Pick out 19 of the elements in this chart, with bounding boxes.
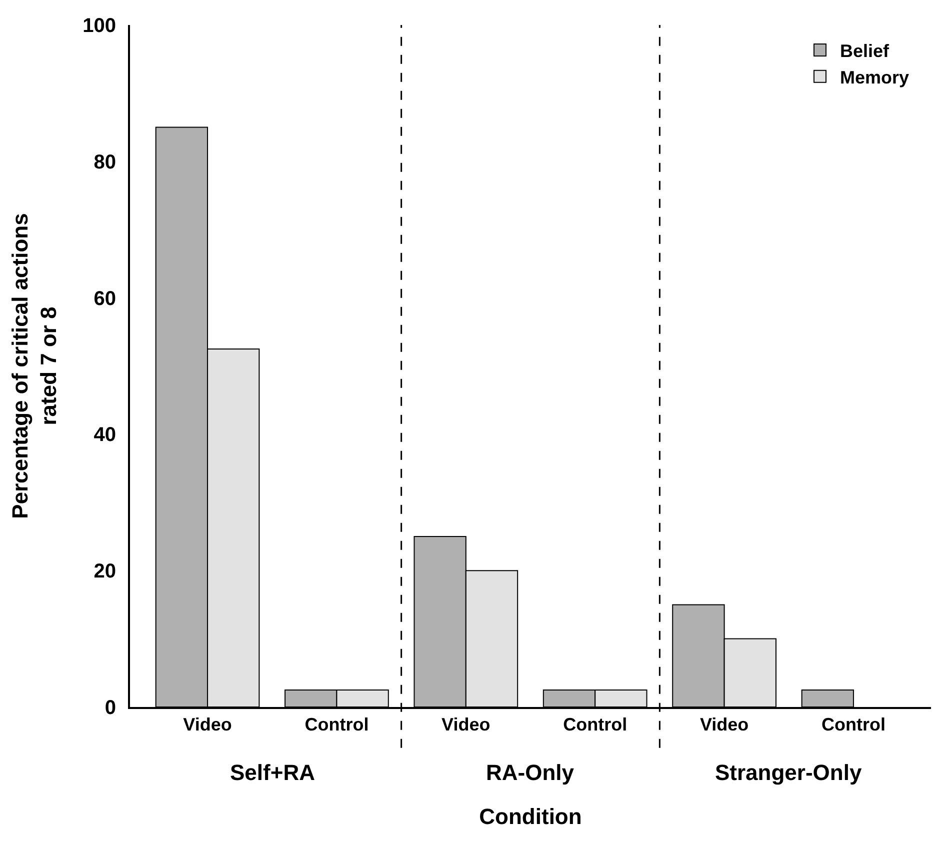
y-tick-label: 60 bbox=[94, 288, 116, 310]
x-tick-label: Control bbox=[304, 714, 369, 735]
y-tick-label: 40 bbox=[94, 424, 116, 446]
y-tick-label: 100 bbox=[82, 15, 116, 37]
y-tick-label: 0 bbox=[104, 697, 116, 719]
text: RA-Only bbox=[486, 760, 575, 785]
x-tick-label: Video bbox=[442, 714, 490, 735]
y-tick-label: 20 bbox=[94, 560, 116, 583]
legend-label: Memory bbox=[840, 67, 910, 88]
x-tick-label: Control bbox=[821, 714, 886, 735]
text: Self+RA bbox=[230, 760, 316, 785]
y-axis-title: Percentage of critical actions rated 7 or 8 bbox=[7, 213, 61, 519]
x-tick-label: Video bbox=[183, 714, 232, 735]
x-axis-title: Condition bbox=[479, 804, 582, 829]
x-tick-label: Control bbox=[563, 714, 628, 735]
legend-label: Belief bbox=[840, 41, 890, 62]
y-tick-label: 80 bbox=[94, 151, 116, 174]
text: Stranger-Only bbox=[715, 760, 862, 785]
x-tick-label: Video bbox=[700, 714, 749, 735]
